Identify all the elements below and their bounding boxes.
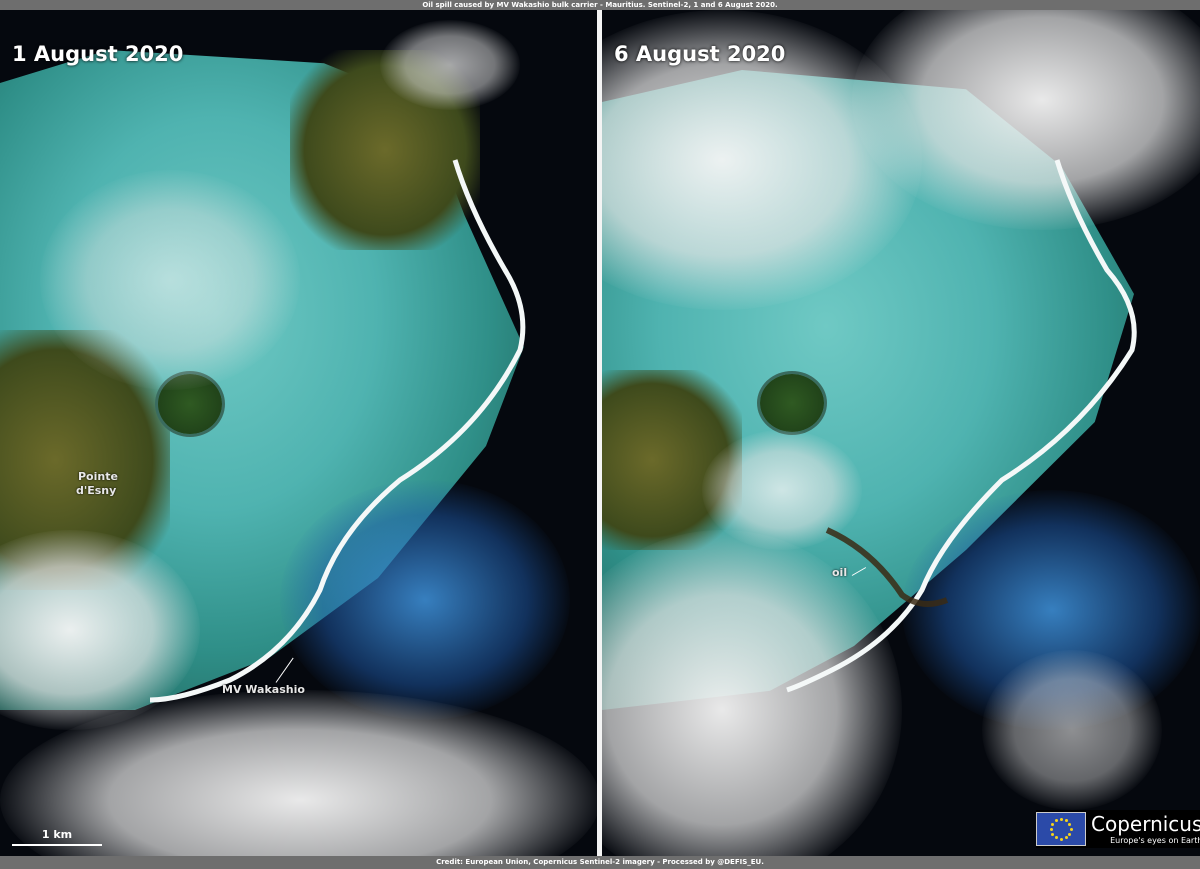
satellite-image-6-august: 6 August 2020 oil (602, 10, 1200, 856)
copernicus-tagline: Europe's eyes on Earth (1110, 835, 1200, 845)
island (760, 374, 824, 432)
divider (597, 10, 602, 856)
copernicus-wordmark: Copernicus (1091, 811, 1200, 836)
cloud (702, 430, 862, 550)
date-label: 1 August 2020 (12, 42, 184, 66)
cloud (982, 650, 1162, 810)
place-label-desny: d'Esny (76, 484, 117, 497)
deep-blue-water (280, 480, 570, 720)
eu-star-icon (1059, 817, 1063, 821)
eu-star-icon (1049, 827, 1053, 831)
image-credit: Credit: European Union, Copernicus Senti… (0, 856, 1200, 869)
eu-star-icon (1054, 836, 1058, 840)
oil-label: oil (832, 566, 848, 579)
cloud (40, 170, 300, 390)
date-label: 6 August 2020 (614, 42, 786, 66)
eu-star-icon (1064, 836, 1068, 840)
image-title: Oil spill caused by MV Wakashio bulk car… (0, 0, 1200, 10)
eu-star-icon (1054, 818, 1058, 822)
cloud (852, 10, 1200, 230)
eu-star-icon (1069, 827, 1073, 831)
logos: Copernicus Europe's eyes on Earth (1036, 810, 1200, 848)
eu-star-icon (1059, 837, 1063, 841)
place-label-pointe: Pointe (78, 470, 118, 483)
eu-star-icon (1068, 822, 1072, 826)
reef-coastline (149, 159, 526, 703)
reef-coastline-and-oil (786, 159, 1137, 693)
satellite-image-1-august: 1 August 2020 Pointe d'Esny MV Wakashio … (0, 10, 597, 856)
eu-star-icon (1064, 818, 1068, 822)
scale-bar-label: 1 km (41, 828, 73, 841)
copernicus-logo: Copernicus Europe's eyes on Earth (1091, 814, 1200, 845)
eu-flag-logo (1036, 812, 1086, 846)
cloud (380, 20, 520, 110)
ship-label: MV Wakashio (222, 683, 305, 696)
eu-star-icon (1050, 832, 1054, 836)
scale-bar: 1 km (12, 828, 102, 846)
cloud (0, 690, 597, 856)
eu-star-icon (1068, 832, 1072, 836)
scale-bar-line (12, 844, 102, 846)
eu-star-icon (1050, 822, 1054, 826)
